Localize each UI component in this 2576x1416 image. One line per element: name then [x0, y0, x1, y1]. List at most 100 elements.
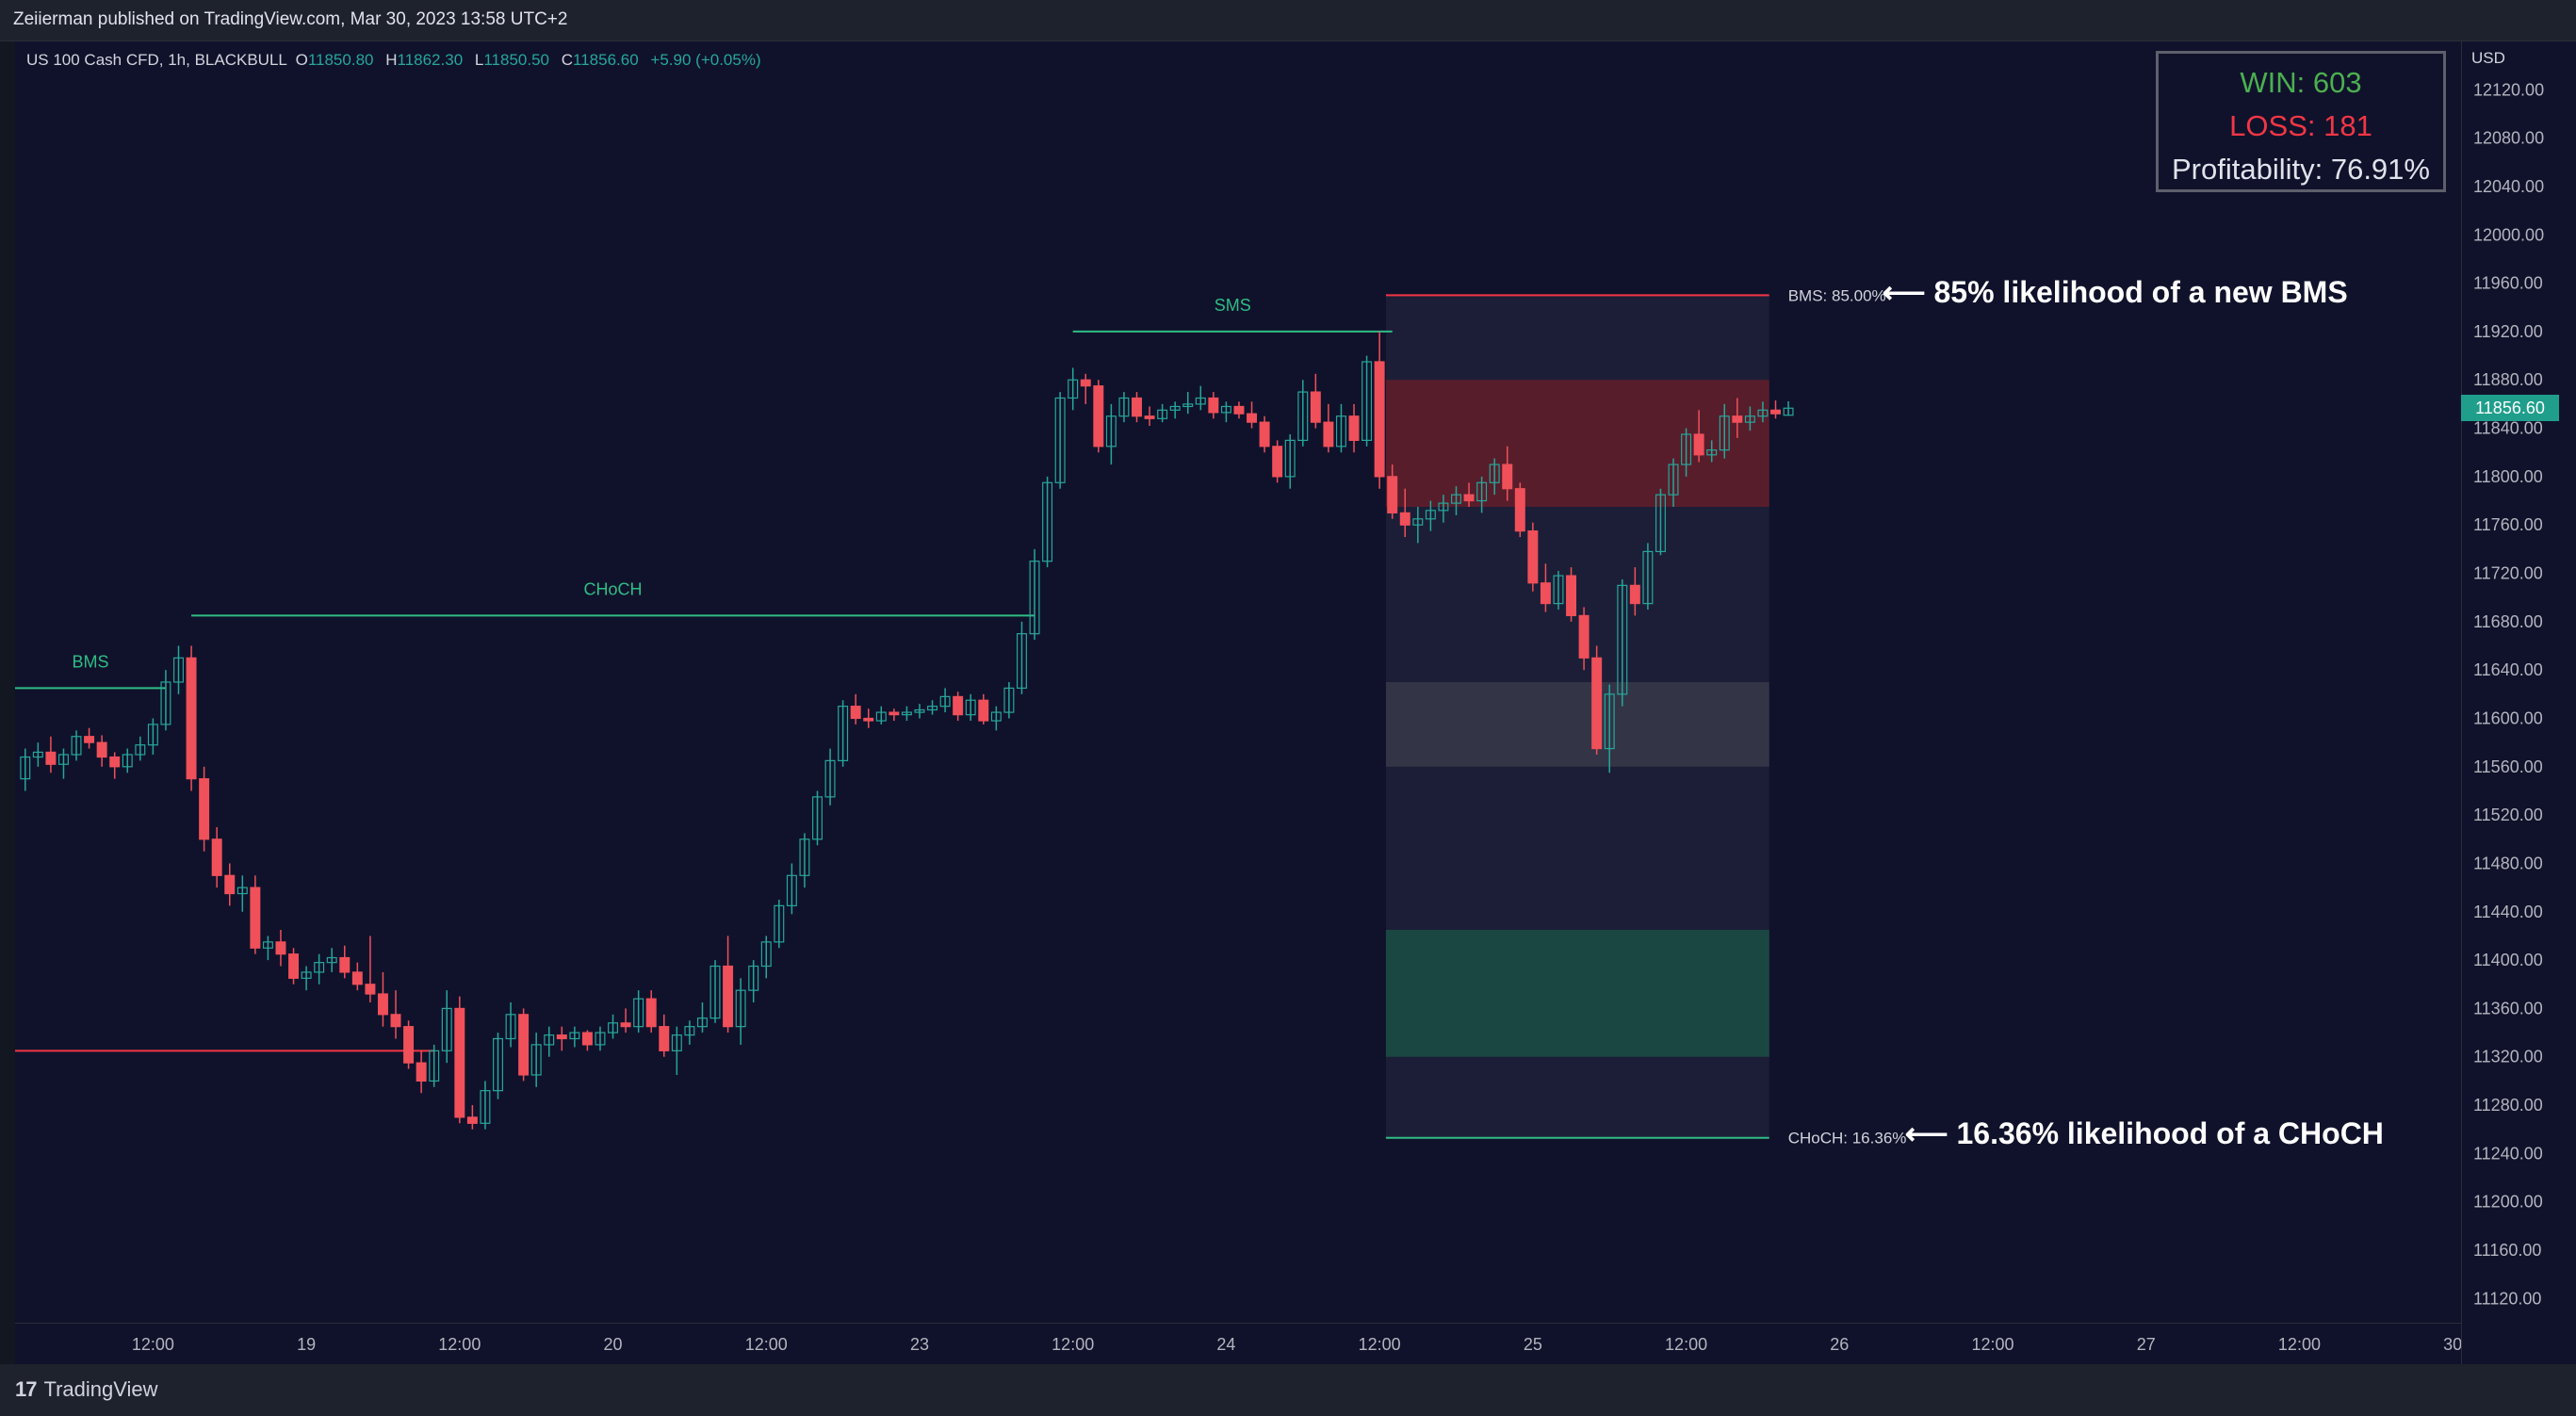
ohlc-high: H11862.30 — [385, 51, 464, 69]
top-bar: Zeiierman published on TradingView.com, … — [0, 0, 2576, 41]
candle-body — [1093, 385, 1104, 448]
candle-body — [889, 711, 900, 716]
candle-body — [1374, 361, 1385, 478]
candle-body — [875, 711, 887, 722]
price-tick-label: 11360.00 — [2473, 999, 2543, 1017]
price-tick-label: 11920.00 — [2473, 322, 2543, 341]
candle-body — [301, 971, 312, 979]
candle-body — [109, 756, 121, 768]
candle-body — [493, 1037, 503, 1092]
candle-body — [1527, 530, 1539, 584]
chart-pane[interactable]: BMS: 85.00% CHoCH: 16.36% BMS CHoCH SMS — [15, 41, 2461, 1323]
price-tick-label: 12040.00 — [2473, 177, 2544, 196]
win-count: WIN: 603 — [2240, 66, 2362, 99]
candle-body — [1578, 614, 1590, 659]
ohlc-close: C11856.60 — [561, 51, 639, 69]
candle-body — [1220, 405, 1231, 414]
candle-body — [735, 989, 746, 1028]
time-tick-label: 12:00 — [1052, 1335, 1094, 1354]
candle-body — [1169, 405, 1181, 411]
price-tick-label: 11680.00 — [2473, 612, 2543, 631]
candle-body — [147, 724, 158, 746]
candle-body — [339, 956, 351, 973]
candle-body — [211, 838, 222, 876]
time-axis[interactable]: 12:00 19 12:00 20 12:00 23 12:00 24 12:00 25 12:00… — [15, 1323, 2462, 1364]
candle-body — [760, 941, 772, 968]
time-tick-label: 12:00 — [132, 1335, 174, 1354]
candle-body — [365, 984, 376, 995]
candle-body — [1693, 433, 1704, 456]
candle-body — [1310, 391, 1321, 423]
candle-body — [1629, 584, 1640, 605]
candle-body — [135, 744, 146, 756]
price-tick-label: 11560.00 — [2473, 757, 2543, 776]
candle-body — [1054, 397, 1066, 483]
candle-body — [556, 1034, 567, 1040]
candle-body — [1208, 397, 1219, 414]
candlestick-chart[interactable]: BMS: 85.00% CHoCH: 16.36% BMS CHoCH SMS — [15, 41, 2461, 1323]
projection-green-zone — [1385, 930, 1769, 1057]
candle-body — [1744, 415, 1755, 423]
bms-annotation: ⟵ 85% likelihood of a new BMS — [1883, 274, 2348, 310]
candle-body — [1361, 361, 1373, 441]
candle-body — [1502, 464, 1513, 490]
candle-body — [1463, 494, 1475, 502]
price-tick-label: 11880.00 — [2473, 370, 2543, 389]
candle-body — [620, 1022, 631, 1028]
projection-grey-zone — [1385, 682, 1769, 767]
price-tick-label: 11320.00 — [2473, 1048, 2543, 1066]
candle-body — [466, 1116, 478, 1124]
left-arrow-icon: ⟵ — [1882, 275, 1926, 310]
candle-body — [84, 736, 95, 743]
ohlc-low: L11850.50 — [474, 51, 550, 69]
candle-body — [799, 838, 810, 876]
time-tick-label: 23 — [910, 1335, 929, 1354]
candle-body — [326, 956, 337, 964]
candle-body — [1272, 446, 1283, 478]
candle-body — [748, 965, 759, 991]
candle-body — [518, 1014, 530, 1076]
tradingview-logo-icon: 17 — [15, 1377, 38, 1401]
time-tick-label: 12:00 — [1971, 1335, 2014, 1354]
time-tick-label: 12:00 — [1665, 1335, 1707, 1354]
candle-body — [1042, 481, 1053, 562]
price-tick-label: 12080.00 — [2473, 129, 2544, 148]
candle-body — [1706, 449, 1718, 456]
price-axis[interactable]: USD 11120.00 11160.00 11200.00 11240.00 1128… — [2461, 41, 2576, 1364]
candle-body — [1323, 421, 1334, 448]
profitability: Profitability: 76.91% — [2172, 153, 2430, 186]
candle-body — [1655, 494, 1666, 553]
candle-body — [990, 711, 1002, 722]
candle-body — [544, 1034, 555, 1046]
candle-body — [1770, 409, 1781, 415]
candle-body — [390, 1014, 401, 1028]
time-tick-label: 20 — [604, 1335, 623, 1354]
candle-body — [1080, 379, 1091, 387]
candle-body — [978, 699, 989, 722]
candle-body — [939, 695, 951, 708]
candle-body — [1553, 575, 1564, 605]
price-tick-label: 11600.00 — [2473, 708, 2543, 727]
candle-body — [314, 962, 325, 973]
candle-body — [1348, 415, 1360, 441]
structure-label-sms: SMS — [1215, 296, 1251, 315]
candle-body — [1003, 687, 1015, 713]
candle-body — [441, 1007, 452, 1051]
candle-body — [403, 1026, 415, 1064]
time-tick-label: 12:00 — [438, 1335, 481, 1354]
price-tick-label: 11240.00 — [2473, 1144, 2543, 1163]
candle-body — [1719, 415, 1730, 451]
candle-body — [429, 1050, 440, 1082]
candle-body — [505, 1014, 516, 1040]
candle-body — [824, 759, 836, 798]
candle-body — [1068, 379, 1079, 399]
choch-annotation-text: 16.36% likelihood of a CHoCH — [1956, 1115, 2384, 1150]
price-tick-label: 11840.00 — [2473, 419, 2543, 438]
candle-body — [1604, 693, 1615, 750]
choch-annotation: ⟵ 16.36% likelihood of a CHoCH — [1905, 1115, 2384, 1151]
candle-body — [1476, 481, 1488, 502]
candle-body — [224, 874, 236, 895]
candle-body — [351, 971, 363, 985]
candle-body — [684, 1026, 695, 1036]
candle-body — [838, 706, 849, 761]
